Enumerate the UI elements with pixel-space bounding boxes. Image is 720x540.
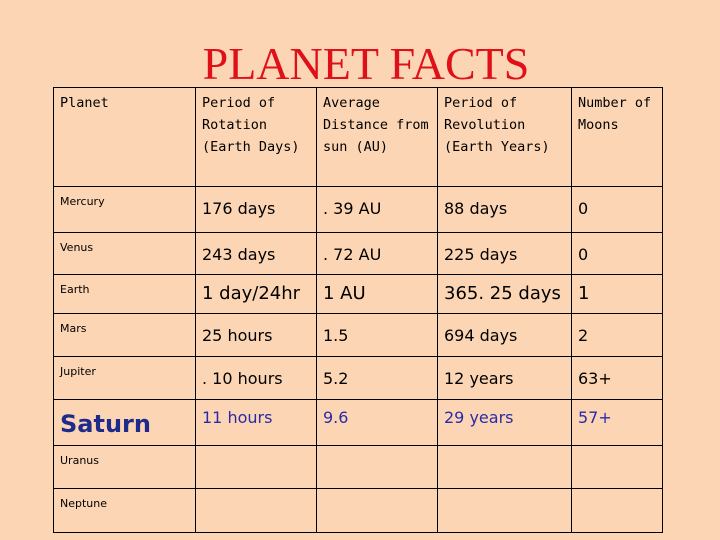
data-cell: 0 [571, 186, 663, 233]
table-row: Earth 1 day/24hr 1 AU 365. 25 days 1 [53, 274, 663, 314]
planet-cell: Earth [53, 274, 196, 314]
header-cell: Period of Revolution (Earth Years) [437, 87, 572, 187]
data-cell: 225 days [437, 232, 572, 275]
planet-table: Planet Period of Rotation (Earth Days) Ave… [53, 87, 663, 533]
planet-cell: Mercury [53, 186, 196, 233]
data-cell [195, 445, 317, 489]
data-cell [316, 488, 438, 533]
header-cell: Planet [53, 87, 196, 187]
data-cell: 11 hours [195, 399, 317, 446]
data-cell [437, 488, 572, 533]
planet-cell: Neptune [53, 488, 196, 533]
data-cell: . 10 hours [195, 356, 317, 400]
table-row: Venus 243 days. 72 AU 225 days 0 [53, 232, 663, 275]
data-cell: 57+ [571, 399, 663, 446]
planet-cell: Mars [53, 313, 196, 357]
table-row: Uranus [53, 445, 663, 489]
data-cell: 243 days [195, 232, 317, 275]
planet-cell: Saturn [53, 399, 196, 446]
data-cell: 1 AU [316, 274, 438, 314]
title: PLANET FACTS [202, 38, 530, 89]
data-cell [571, 445, 663, 489]
data-cell [571, 488, 663, 533]
data-cell: 25 hours [195, 313, 317, 357]
header-cell: Period of Rotation (Earth Days) [195, 87, 317, 187]
data-cell: 365. 25 days [437, 274, 572, 314]
table-row: Jupiter. 10 hours 5.2 12 years 63+ [53, 356, 663, 400]
data-cell [316, 445, 438, 489]
data-cell [437, 445, 572, 489]
table-row: Neptune [53, 488, 663, 533]
data-cell: . 39 AU [316, 186, 438, 233]
header-cell: Average Distance from sun (AU) [316, 87, 438, 187]
data-cell: 9.6 [316, 399, 438, 446]
data-cell: 29 years [437, 399, 572, 446]
data-cell: 176 days [195, 186, 317, 233]
planet-cell: Uranus [53, 445, 196, 489]
data-cell [195, 488, 317, 533]
data-cell: 1 day/24hr [195, 274, 317, 314]
header-row: Planet Period of Rotation (Earth Days) Ave… [53, 87, 663, 187]
table-row: Saturn 11 hours 9.6 29 years 57+ [53, 399, 663, 446]
planet-cell: Venus [53, 232, 196, 275]
data-cell: 88 days [437, 186, 572, 233]
data-cell: 12 years [437, 356, 572, 400]
data-cell: 1.5 [316, 313, 438, 357]
data-cell: 0 [571, 232, 663, 275]
header-cell: Number of Moons [571, 87, 663, 187]
data-cell: 5.2 [316, 356, 438, 400]
data-cell: 2 [571, 313, 663, 357]
table-row: Mercury 176 days. 39 AU 88 days 0 [53, 186, 663, 233]
table-row: Mars 25 hours 1.5 694 days 2 [53, 313, 663, 357]
planet-cell: Jupiter [53, 356, 196, 400]
data-cell: 1 [571, 274, 663, 314]
data-cell: 63+ [571, 356, 663, 400]
data-cell: 694 days [437, 313, 572, 357]
data-cell: . 72 AU [316, 232, 438, 275]
